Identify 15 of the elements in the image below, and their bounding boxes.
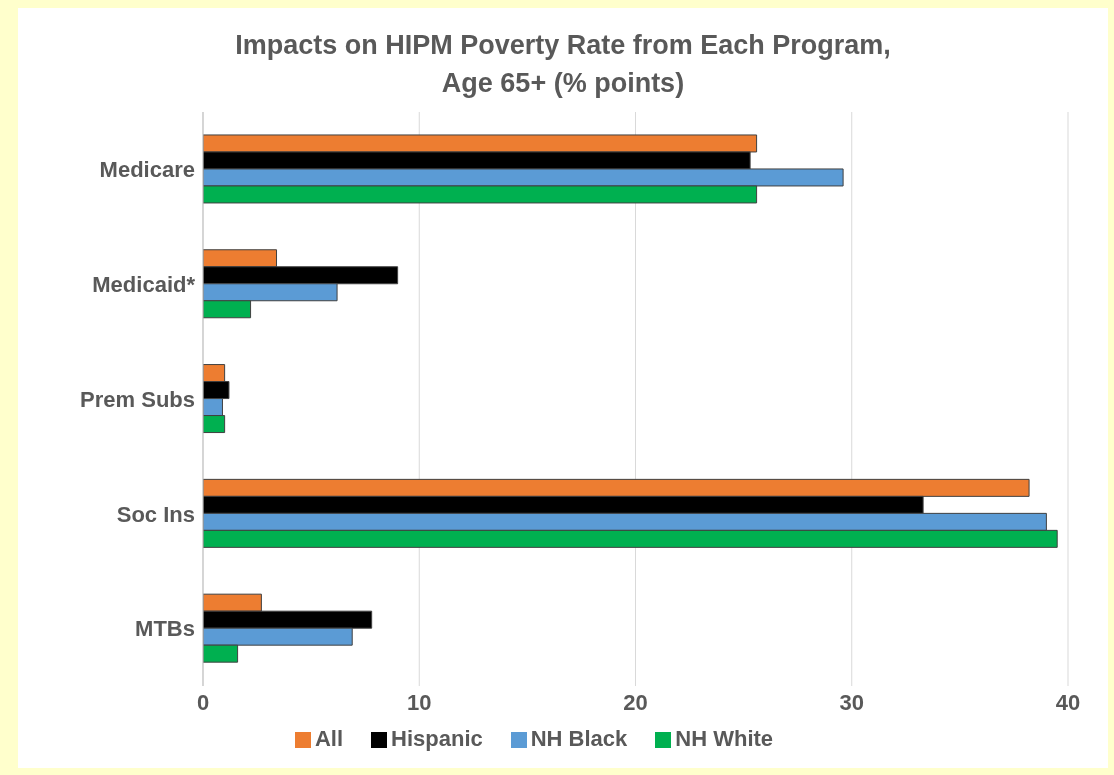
x-tick-label: 0: [196, 689, 210, 715]
y-tick-label: Prem Subs: [80, 386, 195, 412]
x-tick-label: 10: [407, 689, 432, 715]
legend-label: Hispanic: [391, 726, 483, 751]
x-tick-label: 40: [1055, 689, 1081, 715]
y-tick-label: MTBs: [135, 616, 195, 642]
y-tick-label: Soc Ins: [116, 501, 195, 527]
x-tick-label: 20: [623, 689, 648, 715]
x-tick-label: 30: [839, 689, 864, 715]
chart-title: Impacts on HIPM Poverty Rate from Each Program, Age 65+ (% points): [234, 29, 892, 100]
y-tick-label: Medicare: [99, 157, 195, 183]
y-tick-label: Medicaid*: [92, 272, 196, 298]
legend-label: NH White: [675, 726, 774, 751]
legend-label: All: [314, 726, 344, 751]
legend-label: NH Black: [530, 726, 628, 751]
